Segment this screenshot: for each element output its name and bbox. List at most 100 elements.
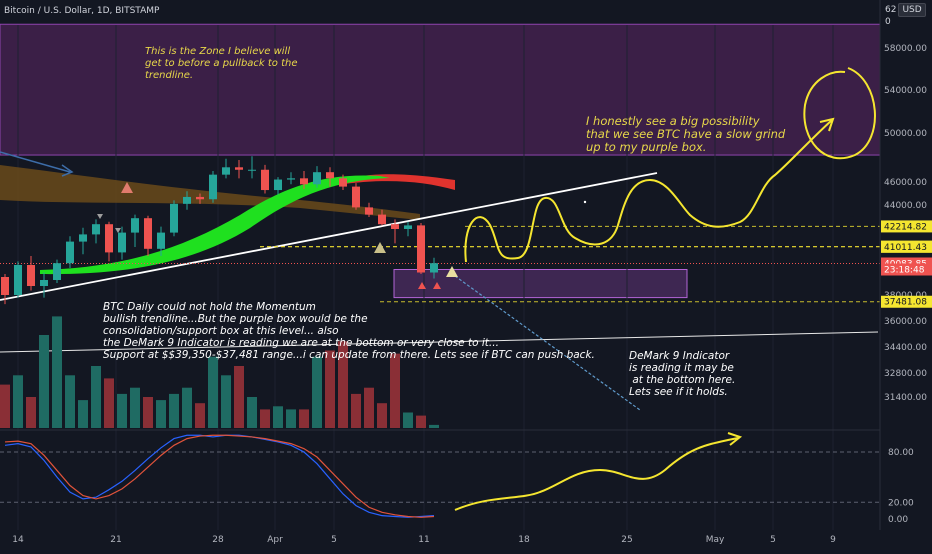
momentum-trendline — [0, 172, 658, 301]
x-tick-label: 11 — [418, 535, 429, 545]
volume-bar — [247, 397, 257, 428]
menu-glyph: 0 — [885, 17, 891, 27]
volume-bar — [0, 384, 10, 428]
x-tick-label: 21 — [110, 535, 121, 545]
osc-projection-squiggle — [454, 437, 739, 511]
demark-down-marker — [97, 214, 103, 219]
volume-bar — [52, 316, 62, 428]
demark-up-marker — [433, 282, 441, 289]
volume-bar — [260, 409, 270, 428]
squiggle-arrowhead — [819, 117, 835, 132]
volume-bar — [351, 393, 361, 428]
candle-body — [274, 179, 282, 191]
volume-bar — [377, 403, 387, 428]
volume-bar — [208, 356, 218, 428]
stoch-line — [4, 434, 435, 518]
volume-bar — [65, 375, 75, 428]
volume-bar — [221, 375, 231, 428]
price-tag — [881, 295, 932, 308]
y-tick-label: 32800.00 — [884, 369, 927, 379]
volume-bar — [390, 353, 400, 428]
y-tick-label: 58000.00 — [884, 44, 927, 54]
x-tick-label: 14 — [12, 535, 24, 545]
osc-arrowhead — [727, 432, 743, 446]
volume-bar — [169, 393, 179, 428]
osc-tick-label: 0.00 — [888, 515, 908, 525]
blue-arrow-line — [0, 151, 71, 173]
candle-body — [391, 224, 399, 229]
osc-tick-label: 80.00 — [888, 448, 914, 458]
candle-body — [365, 207, 373, 215]
target-circle — [803, 67, 876, 160]
currency-button[interactable]: 62 USD 0 — [885, 3, 931, 27]
support-trendline — [0, 331, 879, 353]
y-tick-label: 34400.00 — [884, 343, 927, 353]
demark-note: DeMark 9 Indicator is reading it may be … — [629, 350, 736, 398]
volume-bar — [234, 366, 244, 428]
demark-up-marker — [418, 282, 426, 289]
candle-body — [417, 225, 425, 273]
volume-bar — [182, 387, 192, 428]
volume-bar — [78, 400, 88, 428]
volume-bar — [338, 341, 348, 428]
candle-body — [170, 203, 178, 233]
candle-body — [378, 214, 386, 225]
projection-line — [454, 275, 641, 411]
volume-bar — [195, 403, 205, 428]
price-tag-label: 41011.43 — [884, 243, 927, 253]
x-tick-label: 9 — [830, 535, 836, 545]
volume-bar — [156, 400, 166, 428]
y-tick-label: 50000.00 — [884, 129, 927, 139]
projection-squiggle — [464, 119, 833, 263]
candle-body — [40, 280, 48, 286]
x-tick-label: 5 — [331, 535, 337, 545]
price-tag — [881, 263, 932, 276]
candle-body — [326, 172, 334, 179]
candle-body — [222, 167, 230, 175]
candle-body — [53, 263, 61, 280]
candle-body — [209, 174, 217, 200]
x-tick-label: 5 — [770, 535, 776, 545]
candle-body — [105, 224, 113, 253]
x-tick-label: 18 — [518, 535, 530, 545]
y-tick-label: 36000.00 — [884, 317, 927, 327]
candle-body — [287, 178, 295, 180]
candle-body — [313, 172, 321, 185]
price-tag — [881, 240, 932, 253]
candle-body — [235, 167, 243, 170]
stoch-line — [4, 434, 435, 518]
purple-zone-box — [0, 23, 881, 156]
candle-body — [261, 169, 269, 191]
volume-bar — [312, 356, 322, 428]
y-tick-label: 44000.00 — [884, 201, 927, 211]
volume-bar — [299, 409, 309, 428]
volume-bar — [286, 409, 296, 428]
candle-body — [430, 263, 438, 273]
x-tick-label: May — [706, 535, 725, 545]
zone-note: This is the Zone I believe will get to b… — [145, 46, 298, 81]
symbol-title: Bitcoin / U.S. Dollar, 1D, BITSTAMP — [4, 6, 160, 16]
candle-body — [404, 225, 412, 229]
candle-body — [27, 265, 35, 286]
volume-bar — [143, 397, 153, 428]
demark-down-marker — [115, 228, 121, 233]
candle-body — [352, 186, 360, 208]
price-tag-label: 23:18:48 — [884, 266, 925, 276]
currency-label: USD — [898, 3, 926, 17]
candle-body — [248, 169, 256, 171]
daily-note: BTC Daily could not hold the Momentum bu… — [103, 301, 595, 361]
volume-bar — [403, 412, 413, 428]
y-tick-label: 54000.00 — [884, 86, 927, 96]
candle-body — [66, 241, 74, 264]
candle-body — [79, 234, 87, 242]
y-tick-label: 46000.00 — [884, 178, 927, 188]
support-box — [393, 269, 688, 299]
osc-tick-label: 20.00 — [888, 498, 914, 508]
candle-body — [118, 232, 126, 253]
candle-body — [14, 265, 22, 295]
x-tick-label: Apr — [267, 535, 283, 545]
volume-bar — [130, 387, 140, 428]
currency-partial: 62 — [885, 5, 897, 15]
price-tag — [881, 220, 932, 233]
